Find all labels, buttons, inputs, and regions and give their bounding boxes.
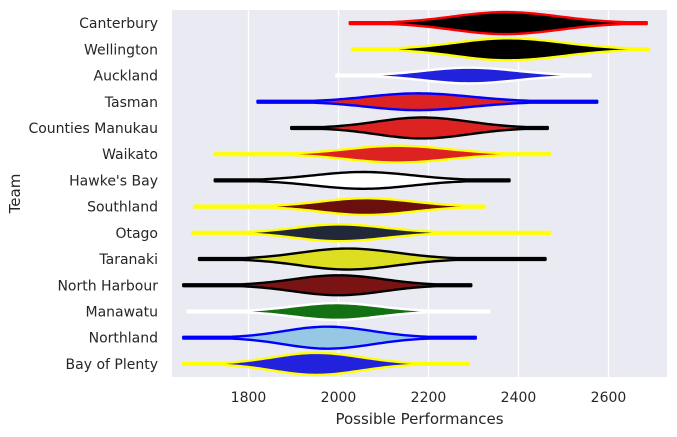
- y-tick-label: Bay of Plenty: [66, 357, 158, 373]
- y-tick-label: Canterbury: [79, 16, 158, 32]
- x-tick-label: 2400: [501, 390, 537, 406]
- violin-manawatu: [186, 301, 491, 322]
- violin-hawke-s-bay: [213, 170, 511, 190]
- y-tick-label: Auckland: [94, 69, 158, 85]
- y-tick-label: Northland: [89, 331, 158, 347]
- violin-southland: [193, 197, 486, 217]
- y-tick-label: Taranaki: [98, 252, 158, 268]
- violin-waikato: [213, 144, 552, 164]
- violins-layer: [182, 10, 651, 377]
- y-tick-label: Hawke's Bay: [69, 173, 158, 189]
- violin-otago: [191, 223, 552, 243]
- violin-tasman: [256, 92, 599, 112]
- x-tick-label: 2000: [321, 390, 357, 406]
- violin-taranaki: [197, 247, 547, 271]
- y-tick-label: Manawatu: [85, 304, 158, 320]
- x-tick-labels: 1800 2000 2200 2400 2600: [231, 390, 627, 406]
- y-tick-label: Wellington: [84, 42, 158, 58]
- x-axis-title: Possible Performances: [335, 410, 503, 428]
- plot-background: [172, 10, 667, 377]
- violin-canterbury: [348, 10, 648, 36]
- x-tick-label: 1800: [231, 390, 267, 406]
- y-axis-title: Team: [6, 174, 24, 215]
- x-tick-label: 2600: [591, 390, 627, 406]
- violin-northland: [182, 325, 477, 350]
- y-tick-label: Tasman: [104, 95, 158, 111]
- y-tick-label: Counties Manukau: [28, 121, 158, 137]
- y-tick-label: North Harbour: [57, 278, 158, 294]
- x-tick-label: 2200: [411, 390, 447, 406]
- violin-counties-manukau: [290, 116, 549, 140]
- violin-auckland: [335, 66, 592, 85]
- y-tick-label: Southland: [87, 200, 158, 216]
- violin-bay-of-plenty: [182, 351, 471, 377]
- y-tick-label: Waikato: [102, 147, 158, 163]
- y-tick-labels: Canterbury Wellington Auckland Tasman Counti…: [28, 16, 158, 373]
- y-tick-label: Otago: [115, 226, 158, 242]
- violin-wellington: [350, 37, 651, 62]
- violin-north-harbour: [182, 274, 473, 297]
